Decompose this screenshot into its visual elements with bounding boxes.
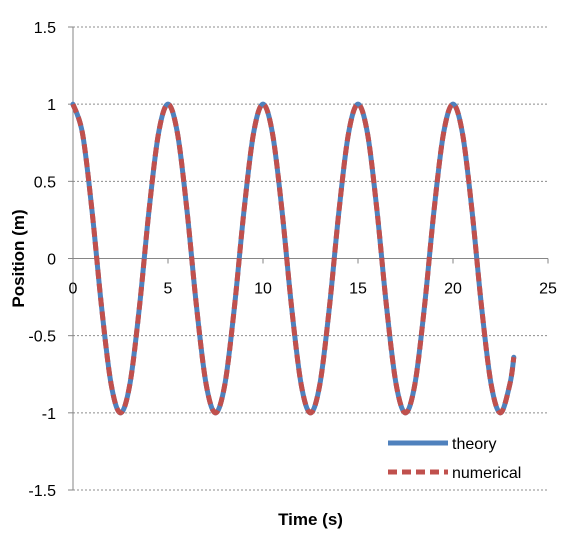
- legend-label-theory: theory: [452, 436, 496, 453]
- x-tick-label: 5: [164, 281, 173, 298]
- x-tick-label: 25: [539, 281, 557, 298]
- series-line-numerical: [70, 101, 517, 416]
- x-tick-label: 20: [444, 281, 462, 298]
- series-lines: [70, 101, 517, 416]
- y-tick-label: 0: [47, 252, 56, 269]
- y-tick-label: -1: [42, 406, 56, 423]
- x-tick-label: 10: [254, 281, 272, 298]
- x-tick-label: 0: [69, 281, 78, 298]
- y-tick-label: 1: [47, 97, 56, 114]
- x-axis-title: Time (s): [278, 510, 343, 529]
- y-tick-label: -1.5: [28, 483, 56, 500]
- y-tick-labels: -1.5 -1 -0.5 0 0.5 1 1.5: [28, 20, 56, 500]
- legend: theory numerical: [388, 436, 521, 482]
- x-tick-labels: 0 5 10 15 20 25: [69, 281, 557, 298]
- legend-label-numerical: numerical: [452, 465, 521, 482]
- y-tick-label: 1.5: [34, 20, 56, 37]
- y-tick-label: 0.5: [34, 174, 56, 191]
- x-tick-label: 15: [349, 281, 367, 298]
- y-axis-title: Position (m): [9, 209, 28, 307]
- y-tick-label: -0.5: [28, 329, 56, 346]
